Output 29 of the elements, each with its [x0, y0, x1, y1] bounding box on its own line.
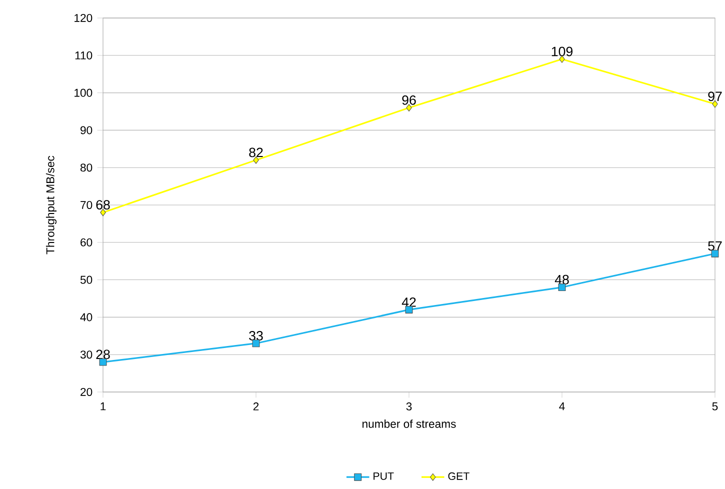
y-axis-title: Throughput MB/sec [46, 156, 57, 254]
y-tick-label: 80 [80, 164, 92, 172]
x-tick-label: 1 [100, 402, 106, 410]
legend-label: GET [448, 472, 470, 480]
data-label: 33 [249, 331, 263, 340]
y-tick-label: 110 [75, 51, 92, 60]
y-tick-label: 60 [80, 238, 92, 246]
data-label: 48 [554, 274, 569, 284]
x-tick-label: 3 [406, 402, 412, 410]
y-tick-label: 40 [80, 313, 92, 322]
y-tick-label: 70 [80, 200, 92, 209]
x-axis-title: number of streams [362, 420, 456, 428]
y-tick-label: 90 [80, 126, 92, 134]
data-label: 28 [96, 350, 110, 360]
legend-label: PUT [374, 472, 394, 480]
x-tick-label: 2 [253, 402, 259, 410]
y-tick-label: 120 [74, 14, 92, 22]
data-label: 109 [552, 46, 572, 56]
x-tick-label: 5 [712, 402, 718, 410]
y-tick-label: 30 [80, 350, 92, 359]
y-tick-label: 50 [80, 276, 92, 284]
data-label: 97 [708, 92, 722, 102]
y-tick-label: 20 [80, 388, 92, 396]
data-label: 57 [708, 241, 722, 251]
y-tick-label: 100 [74, 88, 92, 97]
data-label: 96 [402, 95, 416, 105]
data-label: 82 [249, 148, 263, 158]
x-tick-label: 4 [559, 402, 565, 410]
data-label: 68 [96, 200, 110, 210]
